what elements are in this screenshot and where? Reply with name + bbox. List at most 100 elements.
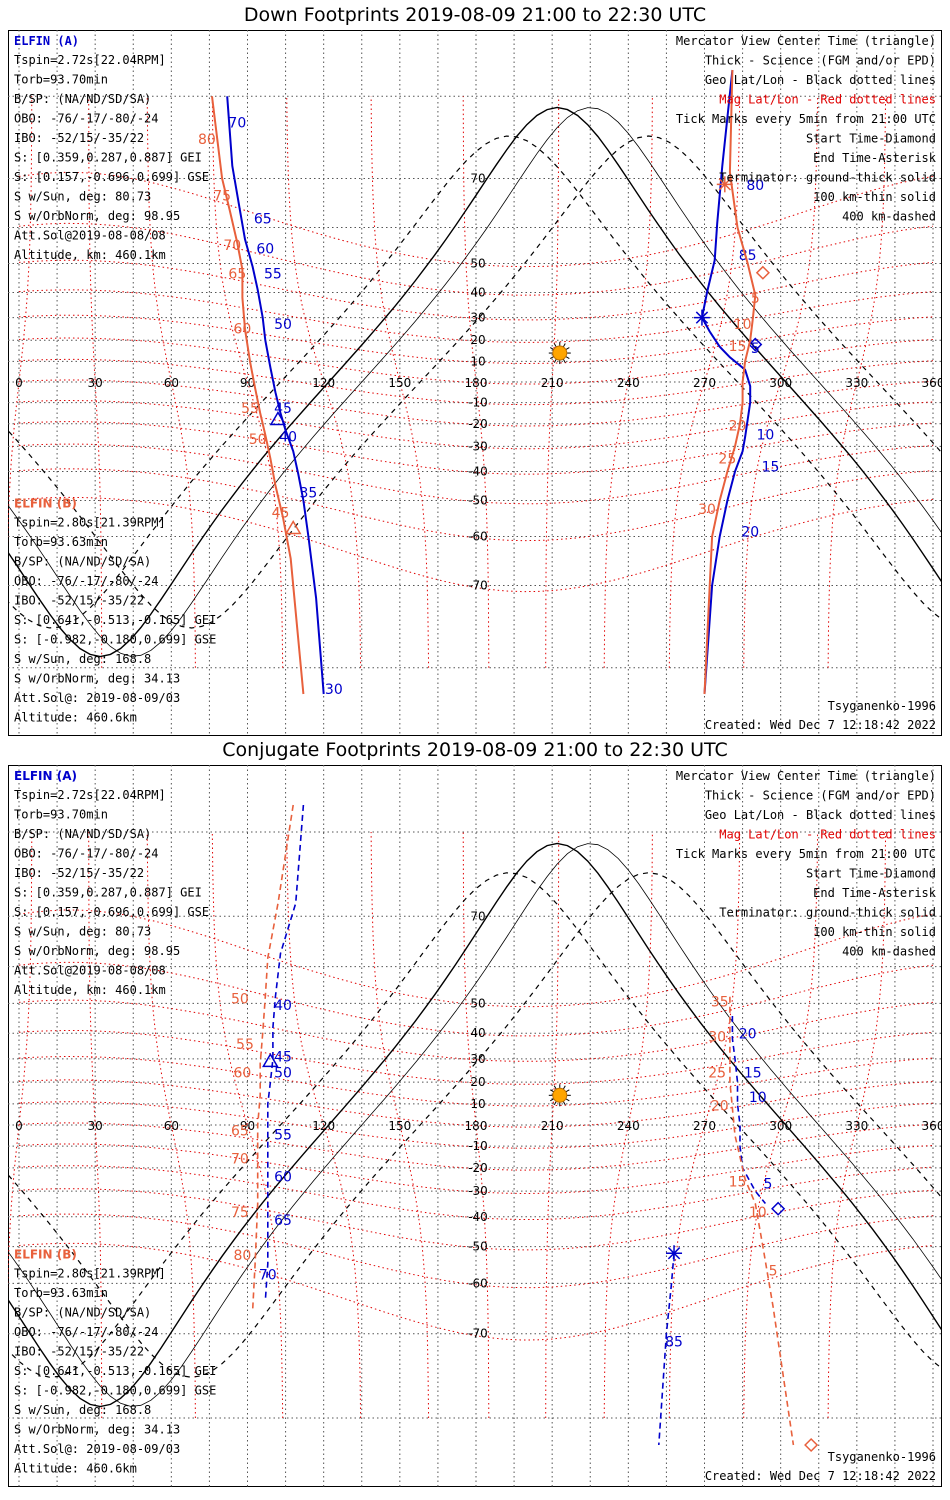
info-text: ELFIN (A) Tspin=2.72s[22.04RPM] Torb=93.70… — [14, 769, 937, 1483]
end-asterisk-icon — [666, 1245, 683, 1262]
track-tick-label: 25 — [718, 452, 736, 468]
x-tick-label: 90 — [240, 376, 255, 390]
sun-ray — [553, 358, 557, 363]
x-tick-label: 300 — [769, 376, 792, 390]
mag-lon-line — [211, 96, 284, 668]
x-tick-label: 240 — [617, 1119, 640, 1133]
x-tick-label: 270 — [693, 376, 716, 390]
legend-line: Mercator View Center Time (triangle) — [676, 34, 936, 48]
legend-line: 100 km-thin solid — [813, 190, 936, 204]
track-line — [264, 804, 305, 1302]
y-tick-label: -60 — [468, 529, 488, 543]
track-tick-label: 50 — [274, 1066, 292, 1082]
created-timestamp: Created: Wed Dec 7 12:18:42 2022 — [705, 718, 936, 732]
legend-line: End Time-Asterisk — [813, 886, 937, 900]
footprint-tracks: 7065605550454035308075706560555045808551… — [198, 69, 780, 698]
track-tick-label: 65 — [231, 1124, 249, 1140]
mag-lat-line — [18, 358, 934, 406]
mag-lon-line — [88, 831, 103, 1419]
mag-lon-line — [286, 831, 362, 1419]
mag-lat-line — [18, 496, 934, 593]
mag-lon-line — [286, 96, 362, 668]
terminator-400km — [8, 135, 942, 629]
asterisk-stroke — [695, 311, 709, 324]
legend-line: Mag Lat/Lon - Red dotted lines — [719, 828, 936, 842]
mag-lat-line — [18, 443, 934, 505]
x-tick-label: 300 — [769, 1119, 792, 1133]
track-tick-label: 60 — [234, 322, 252, 338]
track-tick-label: 45 — [272, 505, 290, 521]
y-tick-label: -50 — [468, 1240, 488, 1254]
track-tick-label: 70 — [259, 1267, 277, 1283]
y-tick-label: -30 — [468, 439, 488, 453]
mag-lat-line — [18, 1242, 934, 1341]
asterisk-stroke — [718, 178, 731, 191]
legend-line: 400 km-dashed — [842, 945, 936, 959]
created-timestamp: Created: Wed Dec 7 12:18:42 2022 — [705, 1469, 936, 1483]
sun-ray — [562, 1085, 566, 1090]
x-tick-label: 60 — [164, 1119, 179, 1133]
track-tick-label: 65 — [228, 267, 246, 283]
track-tick-label: 10 — [749, 1090, 767, 1106]
elfin-b-info-line: Altitude: 460.6km — [14, 1462, 137, 1476]
mag-lat-line — [18, 961, 934, 1037]
track-tick-label: 5 — [751, 291, 760, 307]
track-tick-label: 85 — [739, 248, 757, 264]
x-tick-label: 180 — [465, 376, 488, 390]
info-text: Tspin=2.72s[22.04RPM] Torb=93.70min B/SP: … — [14, 34, 937, 732]
track-tick-label: 75 — [213, 188, 231, 204]
track-tick-label: 60 — [234, 1066, 252, 1082]
mag-lon-line — [211, 831, 284, 1419]
elfin-b-info-line: B/SP: (NA/ND/SD/SA) — [14, 555, 151, 569]
center-triangle-icon — [284, 520, 302, 535]
y-tick-label: 20 — [470, 333, 485, 347]
x-tick-label: 30 — [88, 376, 103, 390]
track-tick-label: 40 — [274, 998, 292, 1014]
track-tick-label: 20 — [729, 418, 747, 434]
map-frame — [8, 765, 942, 1487]
track-tick-label: 20 — [711, 1098, 729, 1114]
elfin-b-info-line: S w/Sun, deg: 168.8 — [14, 1403, 151, 1417]
terminator-100km — [8, 107, 942, 657]
elfin-a-info-line: Tspin=2.72s[22.04RPM] — [14, 788, 166, 802]
legend-line: Mercator View Center Time (triangle) — [676, 769, 936, 783]
y-tick-label: 40 — [470, 286, 485, 300]
track-tick-label: 20 — [739, 1027, 757, 1043]
x-tick-label: 150 — [388, 376, 411, 390]
track-tick-label: 10 — [734, 317, 752, 333]
x-tick-label: 180 — [465, 1119, 488, 1133]
y-tick-label: -40 — [468, 1210, 488, 1224]
legend-line: Geo Lat/Lon - Black dotted lines — [705, 808, 936, 822]
mag-lat-line — [18, 1143, 934, 1195]
y-tick-label: 70 — [470, 171, 485, 185]
y-tick-label: 50 — [470, 256, 485, 270]
mag-lat-line — [18, 468, 934, 542]
panel-title-conjugate: Conjugate Footprints 2019-08-09 21:00 to… — [222, 739, 728, 761]
mag-lon-line — [462, 831, 490, 1419]
track-line — [703, 69, 757, 695]
x-tick-label: 150 — [388, 1119, 411, 1133]
track-tick-label: 15 — [762, 459, 780, 475]
elfin-a-info-line: Torb=93.70min — [14, 808, 108, 822]
x-tick-label: 0 — [15, 376, 23, 390]
track-tick-label: 15 — [729, 1174, 747, 1190]
elfin-b-info-line: Tspin=2.80s[21.39RPM] — [14, 1267, 166, 1281]
elfin-b-info-line: OBO: -76/-17/-80/-24 — [14, 1325, 159, 1339]
elfin-a-info-line: Torb=93.70min — [14, 73, 108, 87]
legend-line: Terminator: ground-thick solid — [719, 171, 936, 185]
elfin-a-info-line: S w/OrbNorm, deg: 98.95 — [14, 944, 180, 958]
legend-line: 400 km-dashed — [842, 210, 936, 224]
track-line — [731, 1016, 767, 1205]
track-tick-label: 35 — [711, 995, 729, 1011]
y-tick-label: 10 — [470, 354, 485, 368]
track-tick-label: 70 — [223, 238, 241, 254]
mag-lat-line — [18, 909, 934, 1008]
track-tick-label: 80 — [234, 1248, 252, 1264]
elfin-a-info-line: S: [0.359,0.287,0.887] GEI — [14, 151, 202, 165]
track-tick-label: 55 — [236, 1037, 254, 1053]
elfin-a-info-line: S: [0.157,-0.696,0.699] GSE — [14, 905, 209, 919]
track-line — [251, 804, 294, 1312]
sun-ray — [562, 343, 566, 348]
track-tick-label: 5 — [764, 1177, 773, 1193]
track-line — [729, 996, 795, 1446]
